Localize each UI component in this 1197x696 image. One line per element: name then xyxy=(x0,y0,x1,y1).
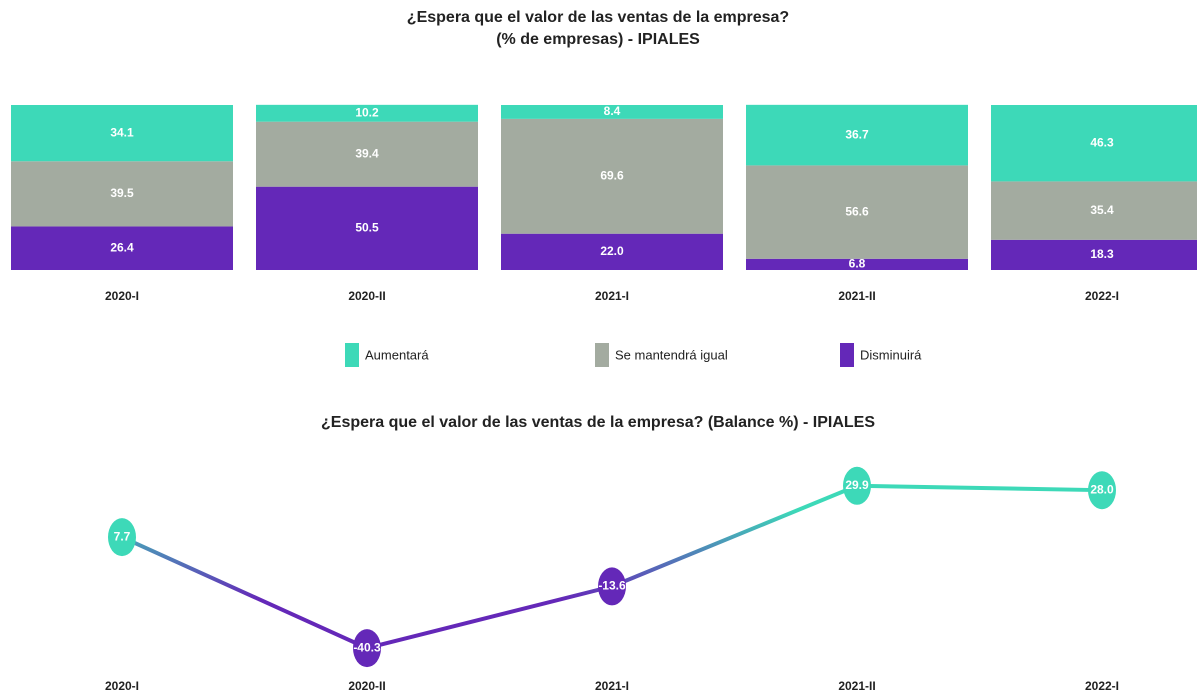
legend-swatch xyxy=(840,343,854,367)
point xyxy=(1088,471,1116,510)
data-label: 28.0 xyxy=(1090,482,1114,496)
bar-segment xyxy=(501,233,723,270)
bar-segment xyxy=(501,118,723,234)
data-label: 50.5 xyxy=(355,221,379,235)
bar-segment xyxy=(991,105,1197,182)
x-tick-label: 2020-II xyxy=(348,679,385,693)
legend-swatch xyxy=(345,343,359,367)
line xyxy=(121,483,1103,651)
data-label: 22.0 xyxy=(600,244,624,258)
data-label: 36.7 xyxy=(845,127,869,141)
data-label: 34.1 xyxy=(110,125,134,139)
point xyxy=(598,567,626,606)
data-label: 69.6 xyxy=(600,168,624,182)
data-label: 29.9 xyxy=(845,478,869,492)
bar-segment xyxy=(11,161,233,227)
x-tick-label: 2021-II xyxy=(838,679,875,693)
bar-segment xyxy=(256,104,478,122)
data-label: 10.2 xyxy=(355,105,379,119)
point xyxy=(353,629,381,668)
legend-label: Disminuirá xyxy=(860,347,922,362)
chart-title: ¿Espera que el valor de las ventas de la… xyxy=(321,414,875,431)
point xyxy=(108,518,136,557)
x-tick-label: 2021-II xyxy=(838,289,875,303)
chart-subtitle: (% de empresas) - IPIALES xyxy=(496,31,700,48)
bar-segment xyxy=(991,181,1197,240)
data-label: 8.4 xyxy=(604,104,621,118)
legend-label: Aumentará xyxy=(365,347,429,362)
legend-label: Se mantendrá igual xyxy=(615,347,728,362)
data-label: 35.4 xyxy=(1090,203,1114,217)
data-label: -13.6 xyxy=(598,579,626,593)
bar-segment xyxy=(256,186,478,270)
bar-segment xyxy=(11,226,233,270)
data-label: 26.4 xyxy=(110,240,134,254)
bar-segment xyxy=(11,105,233,162)
data-label: 56.6 xyxy=(845,204,869,218)
data-label: -40.3 xyxy=(353,640,381,654)
data-label: 39.5 xyxy=(110,186,134,200)
x-tick-label: 2020-I xyxy=(105,289,139,303)
x-tick-label: 2021-I xyxy=(595,289,629,303)
legend-swatch xyxy=(595,343,609,367)
bar-segment xyxy=(991,239,1197,270)
x-tick-label: 2022-I xyxy=(1085,679,1119,693)
bar-segment xyxy=(256,121,478,187)
bar-segment xyxy=(501,105,723,119)
chart-title: ¿Espera que el valor de las ventas de la… xyxy=(407,9,789,26)
data-label: 6.8 xyxy=(849,257,866,271)
x-tick-label: 2020-I xyxy=(105,679,139,693)
point xyxy=(843,466,871,505)
data-label: 39.4 xyxy=(355,146,379,160)
data-label: 46.3 xyxy=(1090,135,1114,149)
bar-segment xyxy=(746,165,968,259)
bar-segment xyxy=(746,104,968,166)
data-label: 7.7 xyxy=(114,529,131,543)
data-label: 18.3 xyxy=(1090,247,1114,261)
x-tick-label: 2022-I xyxy=(1085,289,1119,303)
x-tick-label: 2020-II xyxy=(348,289,385,303)
bar-segment xyxy=(746,258,968,270)
x-tick-label: 2021-I xyxy=(595,679,629,693)
